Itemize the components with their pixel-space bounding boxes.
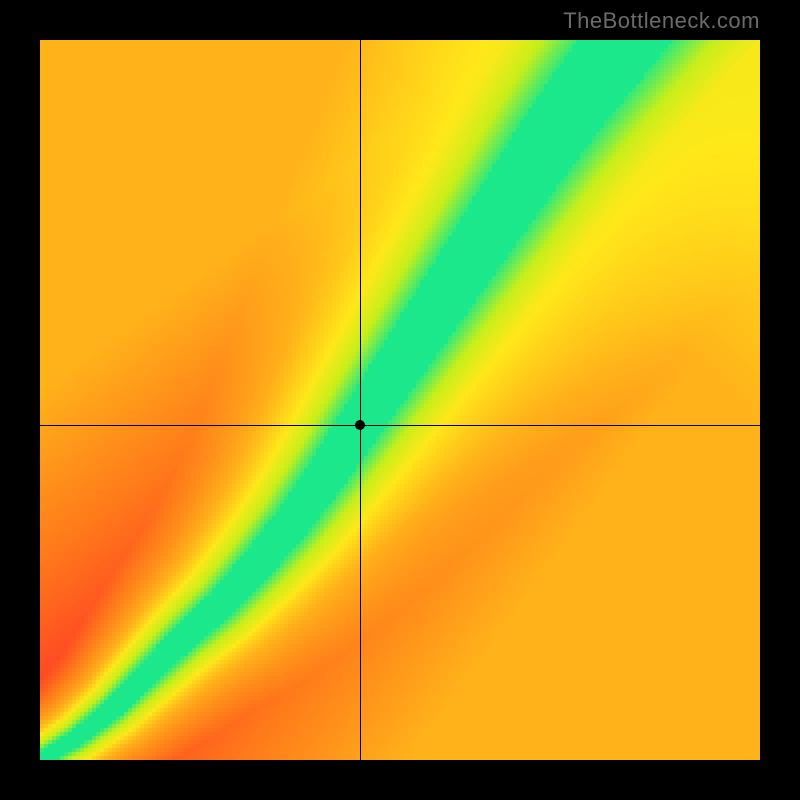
watermark-text: TheBottleneck.com — [563, 8, 760, 34]
plot-area — [40, 40, 760, 760]
outer-frame: TheBottleneck.com — [0, 0, 800, 800]
heatmap-canvas — [40, 40, 760, 760]
